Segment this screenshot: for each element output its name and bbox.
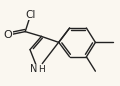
Text: N: N: [30, 64, 38, 74]
Text: O: O: [3, 30, 12, 40]
Text: Cl: Cl: [25, 10, 36, 20]
Text: H: H: [38, 65, 45, 74]
